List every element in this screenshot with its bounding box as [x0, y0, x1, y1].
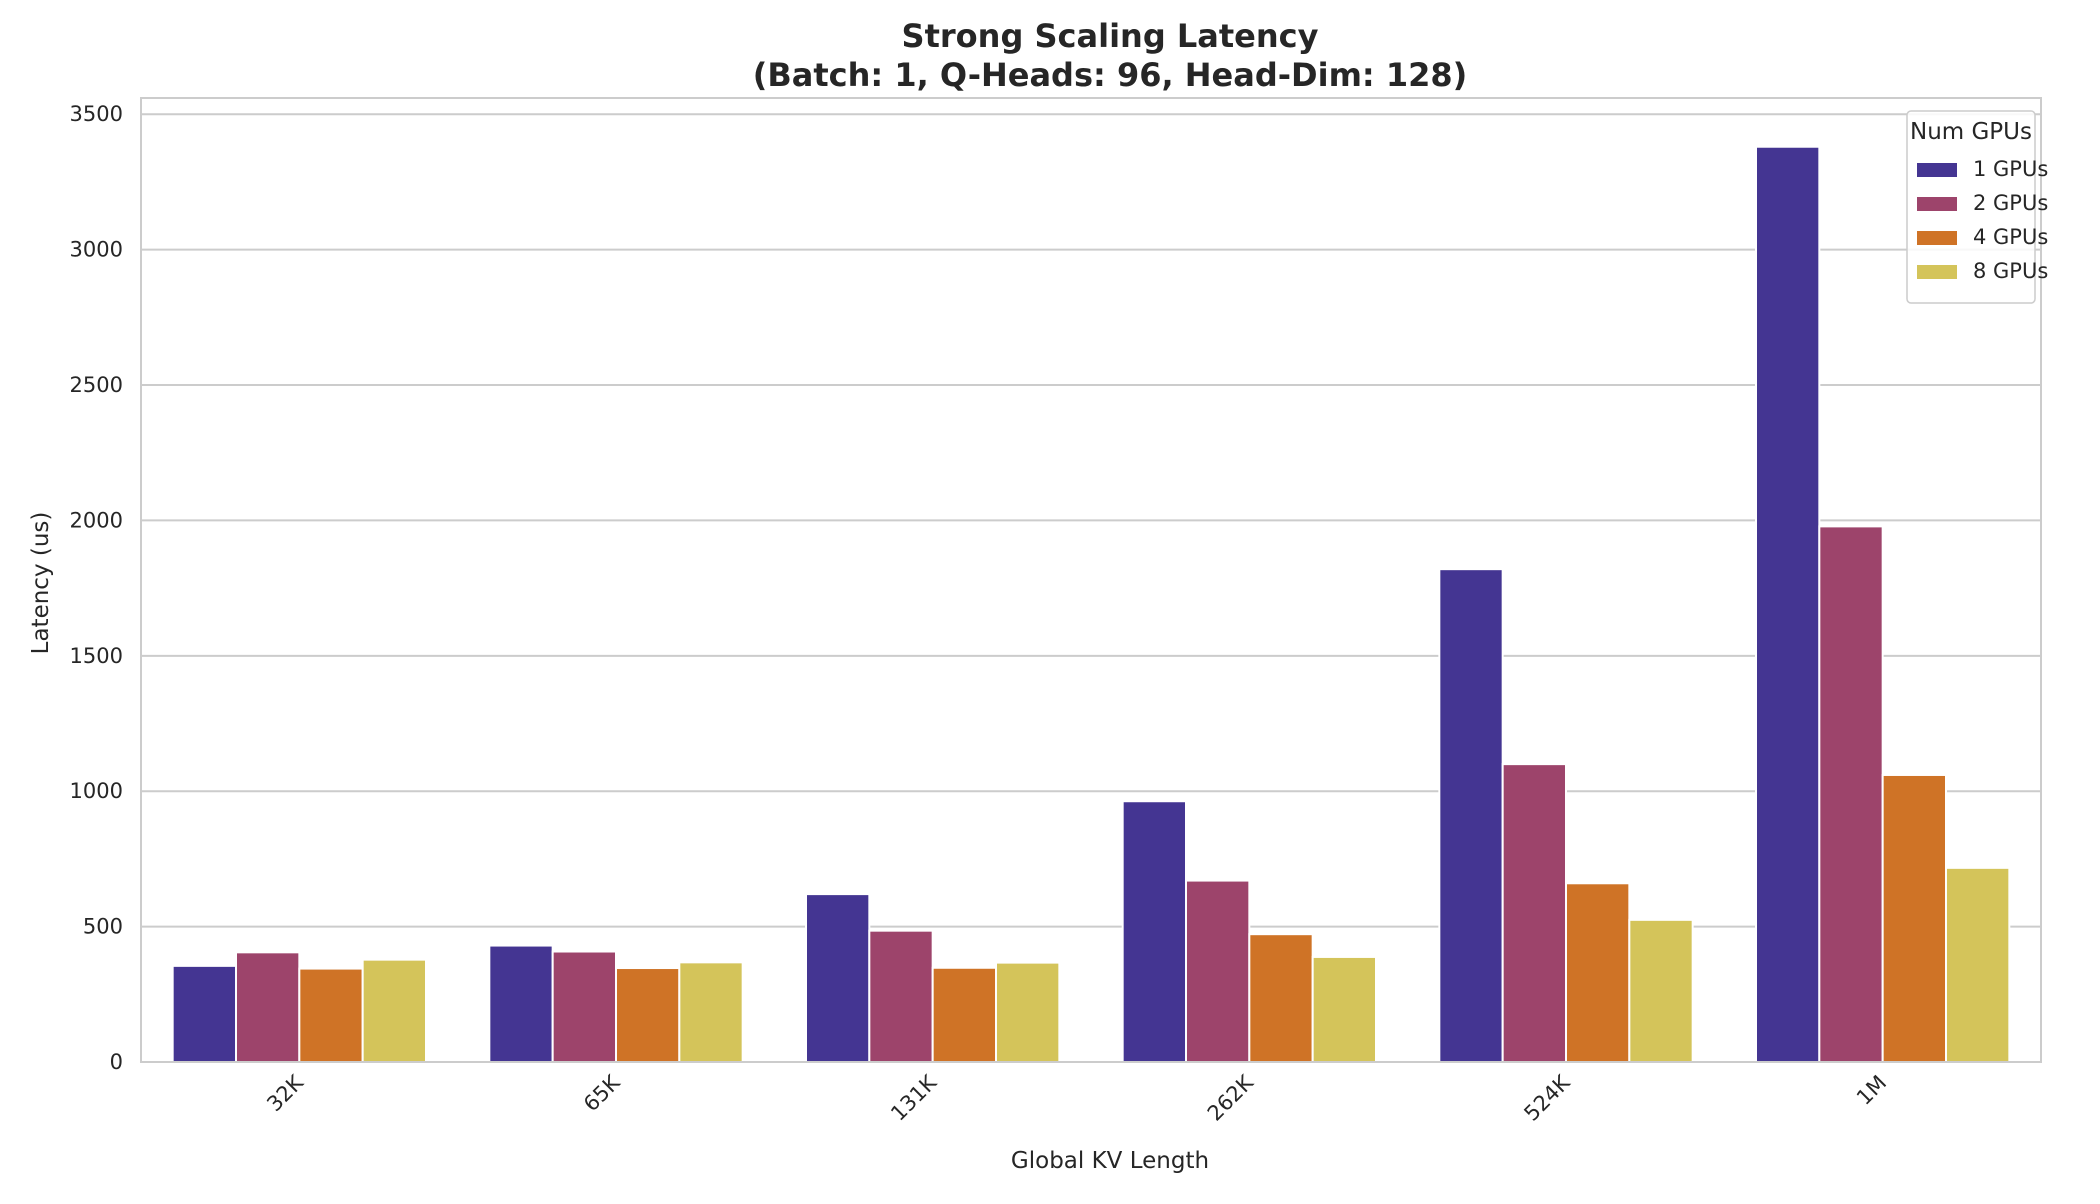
bar [1818, 525, 1884, 1063]
bar [298, 967, 364, 1064]
x-tick-label: 524K [1519, 1070, 1575, 1126]
legend-label: 4 GPUs [1973, 225, 2048, 249]
bar [361, 958, 427, 1063]
y-tick-label: 3000 [70, 238, 123, 262]
y-tick-label: 500 [83, 915, 123, 939]
bar [488, 944, 554, 1063]
legend-label: 1 GPUs [1973, 157, 2048, 181]
bar [805, 893, 871, 1063]
legend-swatch [1917, 197, 1957, 211]
bar [1565, 882, 1631, 1063]
bar [678, 961, 744, 1064]
y-axis-label: Latency (us) [28, 512, 54, 655]
bar [1628, 918, 1694, 1064]
x-tick-labels: 32K 65K 131K 262K 524K 1M [262, 1070, 1891, 1126]
legend-swatch [1917, 163, 1957, 177]
x-tick-label: 131K [886, 1070, 942, 1126]
bar [1121, 800, 1187, 1064]
bar [1945, 866, 2011, 1063]
bar [1755, 145, 1821, 1063]
bar [615, 967, 681, 1063]
y-tick-label: 1500 [70, 644, 123, 668]
chart-subtitle: (Batch: 1, Q-Heads: 96, Head-Dim: 128) [753, 56, 1468, 94]
legend-swatch [1917, 231, 1957, 245]
y-tick-label: 0 [110, 1050, 123, 1074]
bar [1311, 955, 1377, 1063]
x-tick-label: 1M [1852, 1071, 1891, 1110]
legend-items: 1 GPUs 2 GPUs 4 GPUs 8 GPUs [1917, 157, 2048, 283]
bar [1438, 568, 1504, 1063]
bar [171, 964, 238, 1063]
bar [868, 929, 934, 1063]
bar [551, 950, 618, 1063]
bars [171, 145, 2011, 1064]
legend-label: 2 GPUs [1973, 191, 2048, 215]
chart-title: Strong Scaling Latency [902, 17, 1319, 55]
legend: Num GPUs 1 GPUs 2 GPUs 4 GPUs 8 GPUs [1906, 110, 2048, 304]
x-tick-label: 32K [262, 1070, 308, 1116]
gridlines [141, 113, 2041, 1063]
bar [1501, 763, 1567, 1063]
x-tick-label: 262K [1203, 1070, 1259, 1126]
bar [1185, 879, 1251, 1064]
bar [995, 961, 1061, 1063]
y-tick-label: 1000 [70, 779, 123, 803]
legend-frame [1906, 110, 2036, 304]
bar [931, 966, 998, 1064]
x-tick-label: 65K [579, 1070, 625, 1116]
bar [1248, 933, 1314, 1064]
y-tick-label: 2000 [70, 508, 123, 532]
y-tick-label: 2500 [70, 373, 123, 397]
legend-swatch [1917, 265, 1957, 279]
y-tick-labels: 0 500 1000 1500 2000 2500 3000 3500 [70, 102, 123, 1074]
bar [235, 951, 301, 1064]
x-axis-label: Global KV Length [1011, 1148, 1209, 1174]
bar [1881, 773, 1947, 1064]
plot-frame [140, 97, 2042, 1063]
legend-title: Num GPUs [1910, 119, 2032, 145]
legend-label: 8 GPUs [1973, 259, 2048, 283]
y-tick-label: 3500 [70, 102, 123, 126]
